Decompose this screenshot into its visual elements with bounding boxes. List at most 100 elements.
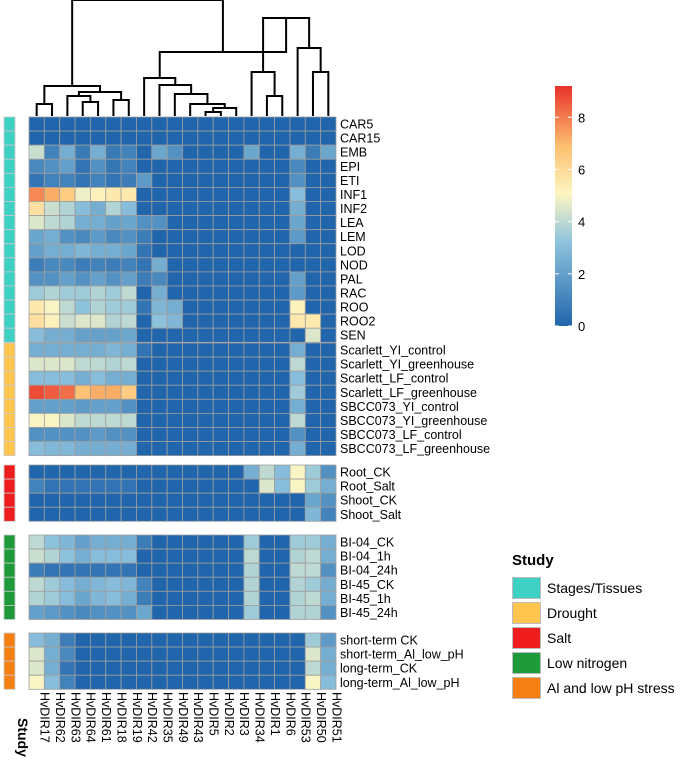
- heatmap-cell: [243, 576, 260, 592]
- heatmap-cell: [212, 201, 229, 216]
- heatmap-cell: [166, 492, 183, 508]
- heatmap-cell: [28, 632, 45, 648]
- heatmap-cell: [151, 427, 168, 442]
- heatmap-cell: [59, 356, 76, 372]
- heatmap-cell: [136, 674, 153, 690]
- heatmap-cell: [274, 299, 291, 315]
- heatmap-cell: [136, 257, 153, 273]
- heatmap-cell: [59, 427, 76, 442]
- heatmap-cell: [136, 299, 153, 315]
- heatmap-cell: [105, 342, 122, 358]
- heatmap-cell: [289, 464, 306, 480]
- heatmap-cell: [136, 356, 153, 372]
- heatmap-cell: [274, 548, 291, 564]
- heatmap-cell: [228, 313, 245, 329]
- heatmap-cell: [28, 285, 45, 301]
- heatmap-cell: [243, 478, 260, 494]
- color-scale-bar: 0 2 4 6 8: [555, 86, 585, 334]
- heatmap-cell: [105, 398, 122, 414]
- study-annotation-strips: [3, 116, 16, 690]
- heatmap-cell: [74, 384, 91, 400]
- heatmap-cell: [74, 144, 91, 160]
- heatmap-cell: [320, 342, 337, 358]
- heatmap-cell: [28, 215, 45, 231]
- heatmap-cell: [182, 130, 199, 146]
- heatmap-cell: [289, 215, 306, 231]
- heatmap-cell: [304, 201, 322, 216]
- heatmap-cell: [59, 313, 76, 329]
- heatmap-cell: [28, 172, 45, 188]
- heatmap-cell: [289, 660, 306, 676]
- row-label: SBCC073_LF_greenhouse: [340, 442, 490, 456]
- heatmap-cell: [212, 229, 229, 245]
- heatmap-cell: [90, 229, 107, 245]
- heatmap-cell: [105, 441, 122, 457]
- heatmap-cell: [90, 243, 107, 259]
- heatmap-cell: [136, 412, 153, 428]
- heatmap-cell: [166, 215, 183, 231]
- heatmap-cell: [136, 215, 153, 231]
- heatmap-cell: [166, 158, 183, 174]
- heatmap-cell: [228, 590, 245, 606]
- study-strip-cell: [3, 506, 16, 522]
- heatmap-cell: [182, 271, 199, 287]
- heatmap-cell: [212, 590, 229, 606]
- heatmap-cell: [59, 257, 76, 273]
- heatmap-cell: [151, 229, 168, 245]
- heatmap-cell: [151, 370, 168, 386]
- legend-label: Al and low pH stress: [547, 679, 675, 696]
- heatmap-cell: [228, 116, 245, 132]
- column-label: HvDIR17: [38, 692, 52, 743]
- heatmap-cell: [90, 356, 107, 372]
- heatmap-cell: [166, 398, 183, 414]
- heatmap-cell: [243, 605, 260, 620]
- heatmap-cell: [43, 398, 61, 414]
- heatmap-cell: [59, 327, 76, 343]
- heatmap-cell: [212, 327, 229, 343]
- heatmap-cell: [43, 632, 61, 648]
- study-strip-cell: [3, 172, 16, 188]
- heatmap-cell: [151, 271, 168, 287]
- heatmap-cell: [289, 299, 306, 315]
- heatmap-cell: [182, 605, 199, 620]
- row-label: BI-04_1h: [340, 550, 391, 564]
- heatmap-cell: [59, 158, 76, 174]
- study-strip-cell: [3, 201, 16, 216]
- heatmap-cell: [166, 201, 183, 216]
- heatmap-cell: [274, 646, 291, 662]
- heatmap-cell: [243, 342, 260, 358]
- heatmap-cell: [182, 660, 199, 676]
- heatmap-cell: [74, 186, 91, 202]
- heatmap-cell: [90, 427, 107, 442]
- heatmap-cell: [120, 441, 137, 457]
- heatmap-cell: [28, 534, 45, 550]
- heatmap-cell: [182, 548, 199, 564]
- heatmap-cell: [166, 172, 183, 188]
- heatmap-cell: [197, 660, 214, 676]
- heatmap-cell: [105, 172, 122, 188]
- heatmap-cell: [105, 243, 122, 259]
- heatmap-cell: [43, 342, 61, 358]
- heatmap-cell: [289, 257, 306, 273]
- heatmap-cell: [74, 299, 91, 315]
- heatmap-cell: [28, 271, 45, 287]
- legend-item: Salt: [512, 625, 675, 650]
- heatmap-cell: [274, 370, 291, 386]
- heatmap-cell: [197, 356, 214, 372]
- heatmap-cell: [43, 492, 61, 508]
- heatmap-cell: [74, 674, 91, 690]
- heatmap-cell: [212, 412, 229, 428]
- heatmap-cell: [320, 660, 337, 676]
- heatmap-cell: [43, 285, 61, 301]
- legend-item: Stages/Tissues: [512, 575, 675, 600]
- heatmap-cell: [43, 327, 61, 343]
- heatmap-cell: [304, 576, 322, 592]
- study-strip-cell: [3, 215, 16, 231]
- heatmap-cell: [43, 271, 61, 287]
- heatmap-cell: [182, 646, 199, 662]
- heatmap-cell: [320, 398, 337, 414]
- heatmap-cell: [182, 590, 199, 606]
- heatmap-cell: [243, 356, 260, 372]
- heatmap-cell: [120, 116, 137, 132]
- heatmap-cell: [43, 646, 61, 662]
